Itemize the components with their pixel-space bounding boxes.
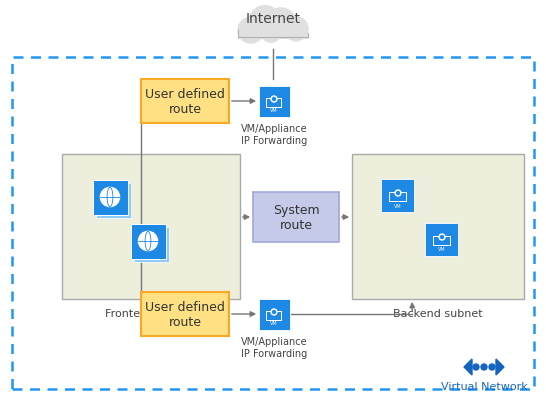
- Bar: [433, 236, 451, 247]
- Polygon shape: [496, 359, 504, 375]
- Text: Internet: Internet: [246, 12, 300, 26]
- Bar: [390, 193, 406, 202]
- Bar: [265, 311, 282, 321]
- Circle shape: [489, 364, 495, 370]
- FancyBboxPatch shape: [130, 224, 165, 259]
- Bar: [272, 103, 276, 107]
- Circle shape: [238, 18, 264, 44]
- Bar: [272, 315, 276, 319]
- Circle shape: [271, 97, 277, 103]
- Circle shape: [249, 7, 281, 38]
- Text: User defined
route: User defined route: [145, 88, 225, 116]
- FancyBboxPatch shape: [134, 227, 169, 262]
- Text: System
route: System route: [272, 203, 319, 231]
- Bar: [396, 196, 400, 200]
- Bar: [440, 241, 444, 244]
- Circle shape: [473, 364, 479, 370]
- Text: VM/Appliance
IP Forwarding: VM/Appliance IP Forwarding: [241, 336, 307, 358]
- Bar: [62, 155, 240, 299]
- Bar: [389, 192, 407, 203]
- FancyBboxPatch shape: [141, 292, 229, 336]
- Circle shape: [481, 364, 487, 370]
- Text: Backend subnet: Backend subnet: [393, 308, 483, 318]
- Circle shape: [100, 188, 120, 207]
- Bar: [12, 58, 534, 389]
- Circle shape: [441, 236, 443, 239]
- FancyBboxPatch shape: [141, 80, 229, 124]
- Circle shape: [272, 98, 276, 101]
- Bar: [434, 237, 450, 246]
- FancyBboxPatch shape: [382, 179, 414, 212]
- Text: VM/Appliance
IP Forwarding: VM/Appliance IP Forwarding: [241, 124, 307, 145]
- Polygon shape: [464, 359, 472, 375]
- Text: VM: VM: [270, 321, 278, 326]
- Text: VM: VM: [394, 203, 402, 208]
- Text: VM: VM: [270, 108, 278, 113]
- Text: Frontend subnet: Frontend subnet: [105, 308, 197, 318]
- Text: User defined
route: User defined route: [145, 300, 225, 328]
- Bar: [352, 155, 524, 299]
- Circle shape: [284, 18, 308, 42]
- FancyBboxPatch shape: [258, 86, 289, 117]
- Circle shape: [395, 190, 401, 196]
- Bar: [238, 25, 308, 39]
- Bar: [266, 312, 281, 320]
- Circle shape: [439, 234, 445, 241]
- FancyBboxPatch shape: [96, 183, 130, 218]
- Circle shape: [272, 311, 276, 314]
- Circle shape: [266, 9, 296, 39]
- Text: VM: VM: [438, 247, 446, 252]
- Circle shape: [396, 192, 400, 195]
- Text: Virtual Network: Virtual Network: [441, 381, 527, 391]
- Circle shape: [261, 23, 281, 43]
- FancyBboxPatch shape: [425, 223, 459, 256]
- FancyBboxPatch shape: [258, 299, 289, 330]
- Circle shape: [138, 232, 158, 251]
- Bar: [265, 99, 282, 109]
- Circle shape: [271, 309, 277, 315]
- FancyBboxPatch shape: [92, 180, 128, 215]
- FancyBboxPatch shape: [253, 192, 339, 243]
- Bar: [266, 100, 281, 108]
